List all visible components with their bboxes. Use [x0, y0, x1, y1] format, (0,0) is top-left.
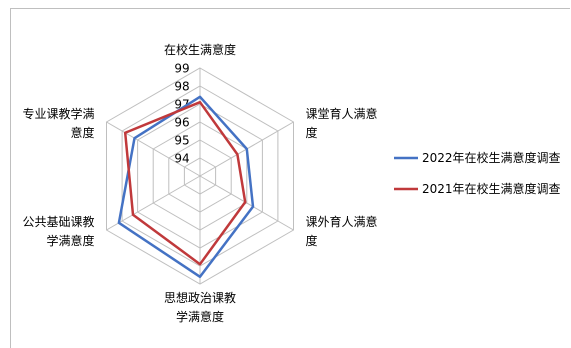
- axis-label: 课堂育人满意度: [306, 106, 378, 140]
- series-line: [117, 95, 255, 279]
- series-line: [123, 100, 247, 266]
- tick-label: 99: [174, 62, 189, 76]
- spoke: [106, 175, 201, 231]
- radar-series: [117, 95, 255, 279]
- axis-label: 思想政治课教学满意度: [164, 290, 236, 324]
- tick-label: 94: [174, 152, 189, 166]
- tick-label: 95: [174, 134, 189, 148]
- spoke: [199, 175, 294, 231]
- axis-label: 公共基础课教学满意度: [22, 214, 94, 248]
- legend-entry: 2021年在校生满意度调查: [422, 181, 561, 196]
- legend-entry: 2022年在校生满意度调查: [422, 150, 561, 165]
- spoke: [106, 121, 201, 177]
- radar-spokes: [106, 68, 294, 284]
- axis-label: 在校生满意度: [164, 42, 236, 57]
- axis-label: 专业课教学满意度: [22, 106, 94, 140]
- tick-label: 98: [174, 80, 189, 94]
- tick-label: 96: [174, 116, 189, 130]
- chart-frame: [10, 8, 570, 348]
- axis-label: 课外育人满意度: [306, 214, 378, 248]
- legend: 2022年在校生满意度调查 2021年在校生满意度调查: [394, 150, 561, 196]
